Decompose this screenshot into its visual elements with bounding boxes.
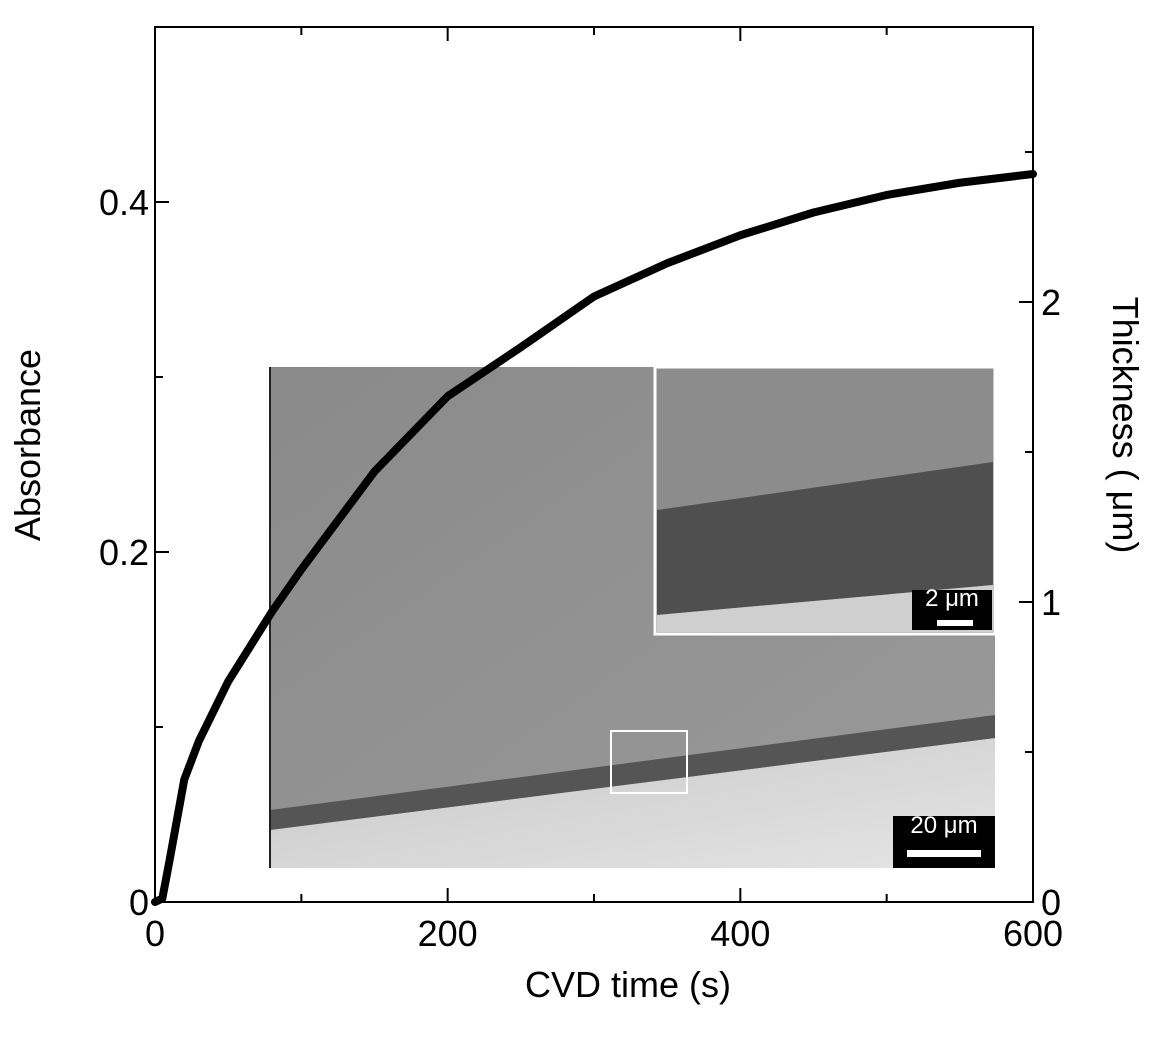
film-edge <box>270 715 995 830</box>
x-tick-label: 400 <box>710 913 770 954</box>
x-tick-label: 600 <box>1003 913 1063 954</box>
y2-tick-label: 2 <box>1041 282 1061 323</box>
x-axis-label: CVD time (s) <box>525 964 731 1005</box>
y-tick-label: 0.4 <box>99 182 149 223</box>
scale-bar <box>937 620 973 626</box>
x-tick-label: 0 <box>145 913 165 954</box>
y-axis-label: Absorbance <box>7 349 48 541</box>
y-tick-label: 0 <box>129 882 149 923</box>
substrate <box>270 738 995 868</box>
data-line <box>151 170 1037 906</box>
sem-inset: 2 μm 20 μm <box>269 365 997 868</box>
zoom-box <box>610 730 688 794</box>
y2-axis-label: Thickness ( μm) <box>1105 297 1146 554</box>
scale-label: 2 μm <box>925 585 979 612</box>
y-tick-label: 0.2 <box>99 532 149 573</box>
zoom-substrate <box>657 585 993 632</box>
zoom-film <box>657 462 993 615</box>
x-tick-label: 200 <box>418 913 478 954</box>
scale-bar-box <box>893 816 995 868</box>
scale-bar <box>907 850 981 857</box>
scale-label: 20 μm <box>910 812 977 839</box>
y2-tick-label: 0 <box>1041 882 1061 923</box>
y2-tick-label: 1 <box>1041 582 1061 623</box>
